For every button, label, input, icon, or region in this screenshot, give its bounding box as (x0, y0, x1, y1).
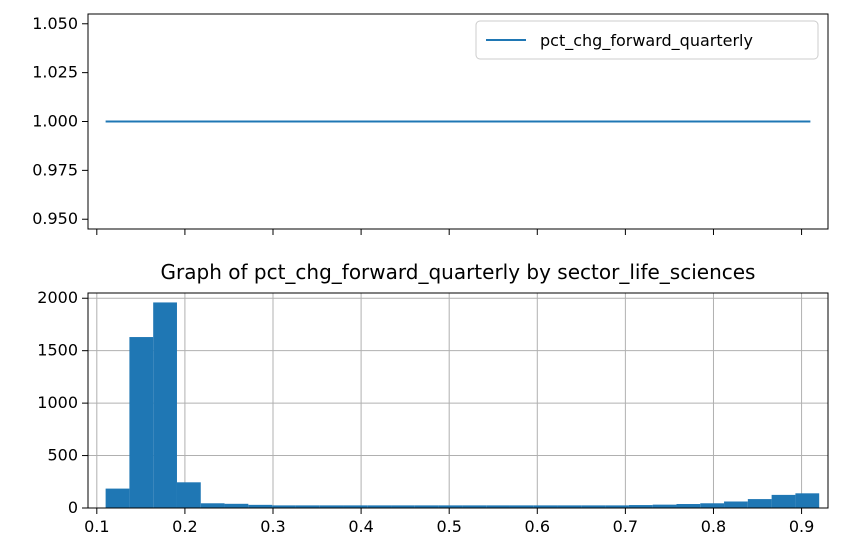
histogram-bar (676, 504, 701, 508)
y-tick-label: 1.050 (32, 14, 78, 33)
histogram-chart: Graph of pct_chg_forward_quarterly by se… (37, 260, 829, 536)
y-tick-label: 1.000 (32, 112, 78, 131)
histogram-bar (367, 505, 392, 508)
y-tick-label: 2000 (37, 288, 78, 307)
y-tick-label: 1000 (37, 393, 78, 412)
histogram-bar (557, 505, 582, 508)
y-tick-label: 0 (68, 498, 78, 517)
x-tick-label: 0.1 (84, 517, 109, 536)
histogram-bar (795, 493, 820, 508)
histogram-bar (248, 504, 273, 508)
legend-box (475, 20, 819, 60)
y-tick-label: 0.975 (32, 160, 78, 179)
histogram-bar (295, 505, 320, 508)
line-chart: 0.950 0.975 1.000 1.025 1.050 pct_chg_forwar… (32, 13, 829, 235)
histogram-bar (414, 505, 439, 508)
y-tick-label: 0.950 (32, 209, 78, 228)
x-tick-label: 0.5 (436, 517, 461, 536)
histogram-bar (200, 503, 225, 508)
histogram-bar (129, 337, 154, 508)
histogram-bar (462, 505, 487, 508)
histogram-bar (438, 505, 463, 508)
legend-label: pct_chg_forward_quarterly (540, 31, 753, 51)
histogram-bar (153, 302, 177, 508)
histogram-title: Graph of pct_chg_forward_quarterly by se… (161, 260, 756, 284)
x-tick-label: 0.7 (613, 517, 638, 536)
legend: pct_chg_forward_quarterly (475, 20, 819, 60)
histogram-bar (224, 503, 249, 508)
x-tick-label: 0.9 (789, 517, 814, 536)
histogram-bar (533, 505, 558, 508)
histogram-frame (87, 292, 829, 509)
histogram-bar (771, 494, 796, 508)
histogram-bar (486, 505, 510, 508)
x-tick-label: 0.6 (525, 517, 550, 536)
histogram-bar (581, 505, 606, 508)
histogram-bar (343, 505, 368, 508)
line-chart-frame (87, 13, 829, 230)
histogram-bar (319, 505, 344, 508)
x-tick-label: 0.8 (701, 517, 726, 536)
histogram-bar (700, 503, 725, 508)
histogram-bar (509, 505, 534, 508)
y-tick-label: 500 (47, 446, 78, 465)
histogram-bar (652, 504, 677, 508)
histogram-bar (724, 501, 748, 508)
x-tick-label: 0.4 (348, 517, 373, 536)
x-tick-label: 0.3 (260, 517, 285, 536)
histogram-bar (605, 505, 629, 508)
histogram-plot-area (88, 293, 828, 508)
histogram-bar (391, 505, 415, 508)
histogram-bar (628, 505, 653, 508)
histogram-bar (105, 488, 130, 508)
histogram-bar (747, 499, 772, 508)
histogram-bar (176, 482, 201, 508)
y-tick-label: 1500 (37, 341, 78, 360)
histogram-bar (272, 505, 296, 508)
y-tick-label: 1.025 (32, 63, 78, 82)
x-tick-label: 0.2 (172, 517, 197, 536)
